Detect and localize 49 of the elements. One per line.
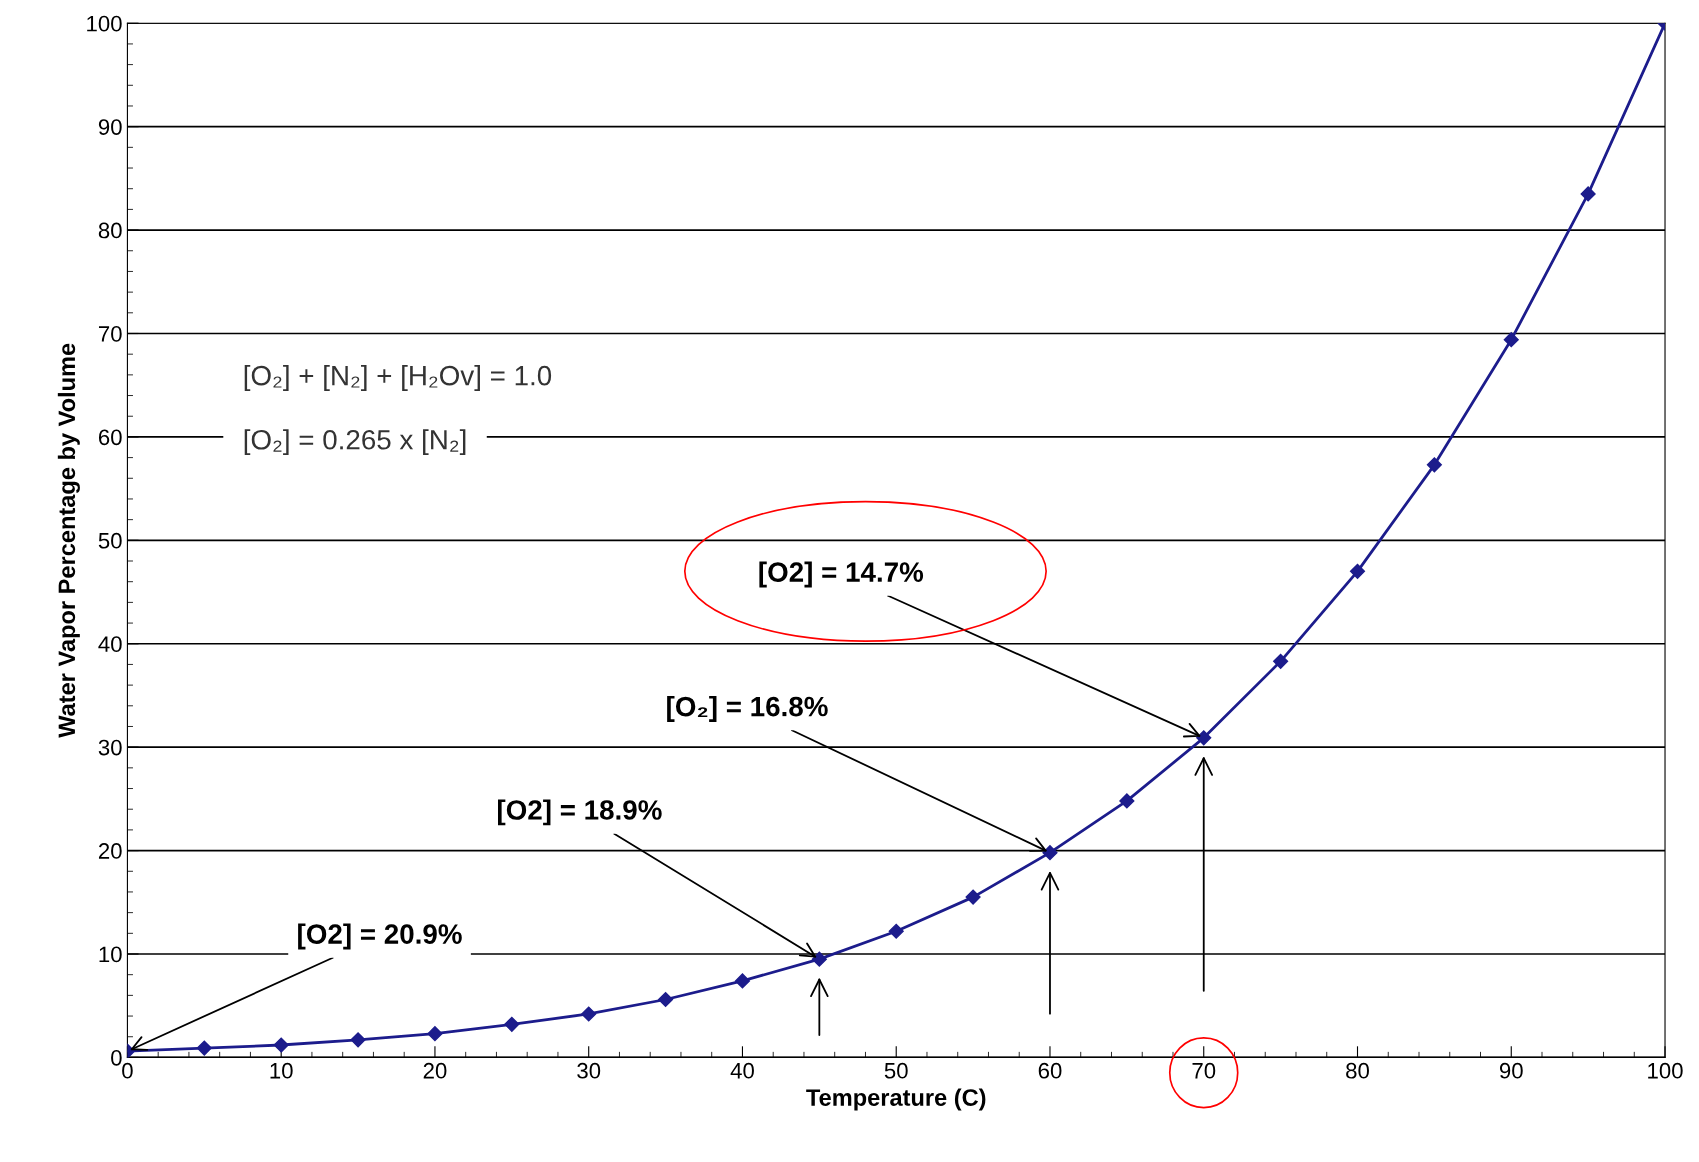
y-tick-label: 80 (98, 222, 122, 239)
y-tick-label: 20 (98, 843, 122, 859)
annotation: [O₂] + [N₂] + [H₂Ov] = 1.0 (244, 365, 552, 391)
point (504, 1016, 520, 1032)
annotation: [O2] = 14.7% (759, 561, 924, 588)
y-tick-label: 30 (98, 739, 122, 756)
annotation: [O2] = 20.9% (298, 923, 462, 950)
point (1349, 563, 1366, 579)
y-tick-label: 90 (98, 119, 122, 135)
point (811, 951, 827, 967)
point (427, 1026, 443, 1042)
y-tick-label: 10 (99, 946, 122, 963)
point (581, 1006, 597, 1022)
x-tick-label: 100 (1648, 1062, 1683, 1079)
point (1503, 332, 1519, 348)
x-tick-label: 10 (270, 1062, 293, 1079)
point (1196, 730, 1212, 746)
y-tick-label: 100 (87, 15, 122, 32)
y-tick-label: 50 (98, 532, 122, 549)
x-tick-label: 0 (122, 1062, 133, 1079)
x-tick-label: 40 (730, 1062, 754, 1079)
point (350, 1032, 366, 1048)
y-tick-label: 40 (98, 636, 122, 653)
x-tick-label: 80 (1346, 1062, 1369, 1079)
x-tick-label: 30 (577, 1062, 601, 1079)
point (658, 991, 674, 1008)
x-tick-label: 70 (1192, 1062, 1216, 1079)
y-tick-label: 0 (111, 1049, 122, 1066)
annotation: [O₂] = 16.8% (667, 696, 828, 722)
x-tick-label: 50 (884, 1062, 908, 1079)
x-tick-label: 20 (423, 1062, 447, 1079)
x-axis-title: Temperature (C) (806, 1088, 986, 1111)
point (1580, 186, 1596, 202)
point (1042, 845, 1058, 861)
x-tick-label: 90 (1499, 1062, 1523, 1079)
x-tick-label: 60 (1038, 1062, 1062, 1079)
annotation: [O2] = 18.9% (498, 799, 662, 826)
point (196, 1040, 212, 1056)
y-axis-title: Water Vapor Percentage by Volume (57, 343, 80, 738)
point (1426, 457, 1442, 473)
y-tick-label: 60 (98, 429, 122, 446)
point (965, 889, 981, 905)
point (734, 973, 751, 989)
point (273, 1037, 289, 1053)
point (888, 923, 904, 939)
point (1119, 793, 1135, 809)
y-tick-label: 70 (98, 326, 122, 342)
annotation: [O₂] = 0.265 x [N₂] (244, 429, 466, 456)
point (1273, 653, 1289, 669)
